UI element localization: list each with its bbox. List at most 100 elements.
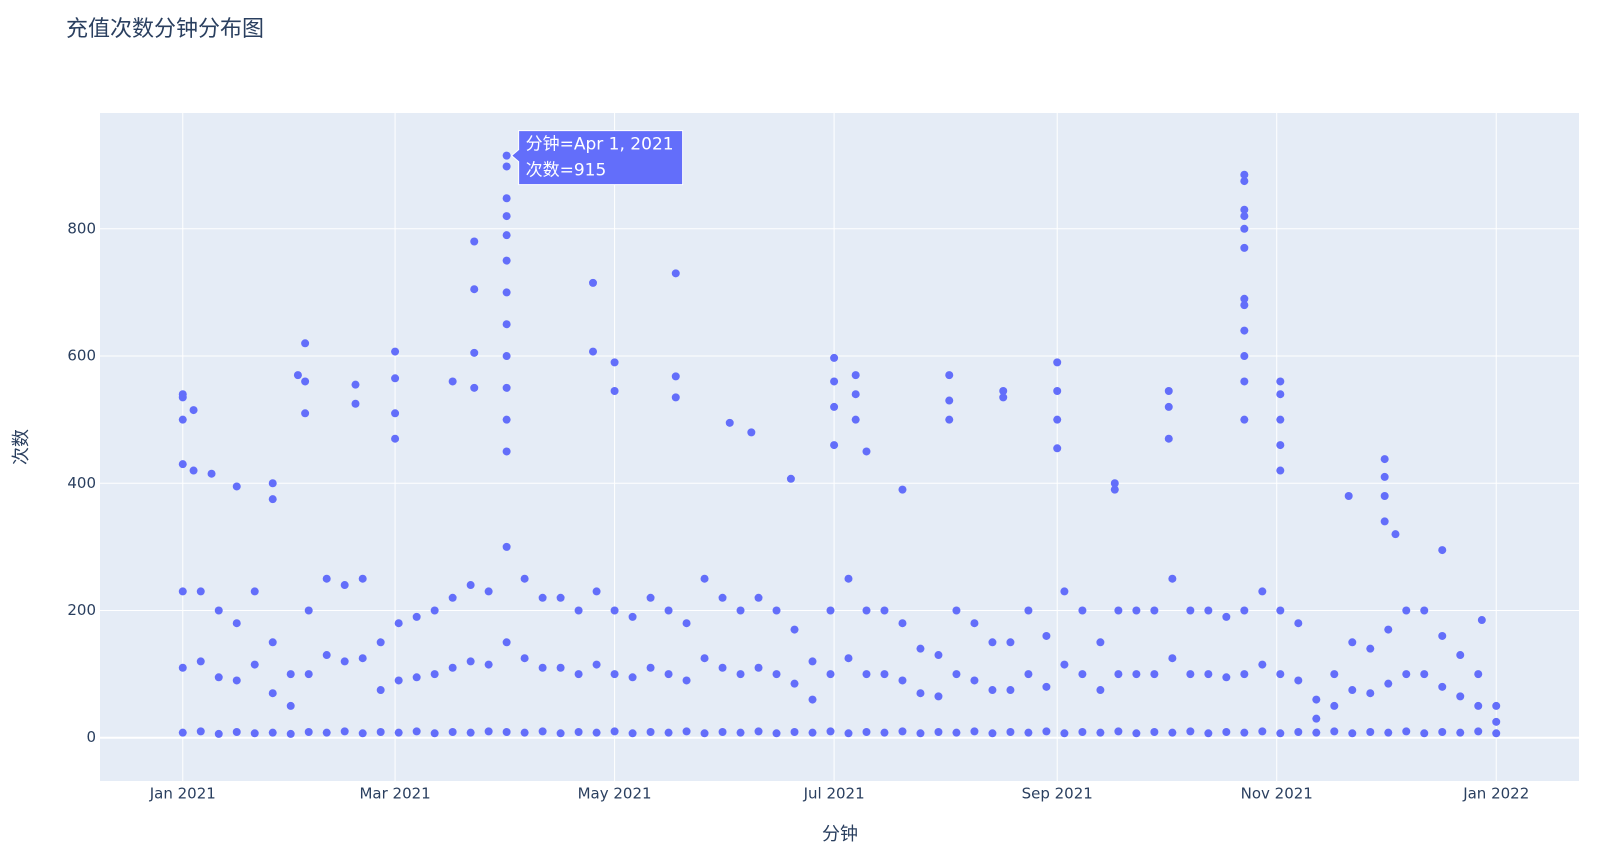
- y-tick-label: 200: [67, 601, 96, 619]
- data-point: [1006, 728, 1015, 737]
- data-point: [376, 686, 385, 695]
- data-point: [772, 606, 781, 615]
- data-point: [1240, 728, 1249, 737]
- x-tick-label: Jul 2021: [803, 785, 865, 803]
- data-point: [1366, 728, 1375, 737]
- data-point: [826, 606, 835, 615]
- data-point: [268, 638, 277, 647]
- data-point: [1078, 606, 1087, 615]
- data-point: [1222, 612, 1231, 621]
- data-point: [671, 393, 680, 402]
- data-point: [772, 670, 781, 679]
- data-point: [916, 729, 925, 738]
- x-tick-label: Jan 2022: [1462, 785, 1529, 803]
- data-point: [844, 574, 853, 583]
- data-point: [394, 619, 403, 628]
- data-point: [502, 151, 511, 160]
- data-point: [1348, 686, 1357, 695]
- data-point: [1258, 727, 1267, 736]
- data-point: [214, 729, 223, 738]
- data-point: [340, 727, 349, 736]
- data-point: [754, 727, 763, 736]
- data-point: [301, 339, 310, 348]
- data-point: [830, 353, 839, 362]
- data-point: [250, 587, 259, 596]
- data-point: [718, 663, 727, 672]
- data-point: [1380, 455, 1389, 464]
- data-point: [1186, 727, 1195, 736]
- data-point: [1168, 654, 1177, 663]
- data-point: [430, 729, 439, 738]
- data-point: [322, 574, 331, 583]
- data-point: [1276, 670, 1285, 679]
- data-point: [1078, 670, 1087, 679]
- data-point: [1474, 670, 1483, 679]
- data-point: [268, 728, 277, 737]
- data-point: [1438, 728, 1447, 737]
- data-point: [502, 728, 511, 737]
- data-point: [1276, 441, 1285, 450]
- data-point: [1438, 682, 1447, 691]
- data-point: [671, 372, 680, 381]
- x-tick-label: Jan 2021: [149, 785, 216, 803]
- data-point: [1186, 606, 1195, 615]
- data-point: [754, 663, 763, 672]
- data-point: [340, 581, 349, 590]
- data-point: [1474, 701, 1483, 710]
- data-point: [610, 727, 619, 736]
- data-point: [952, 670, 961, 679]
- data-point: [999, 393, 1008, 402]
- data-point: [1477, 616, 1486, 625]
- data-point: [466, 581, 475, 590]
- data-point: [1330, 727, 1339, 736]
- data-point: [898, 485, 907, 494]
- data-point: [747, 428, 756, 437]
- data-point: [851, 415, 860, 424]
- data-point: [1276, 606, 1285, 615]
- data-point: [1006, 686, 1015, 695]
- data-point: [178, 393, 187, 402]
- data-point: [556, 593, 565, 602]
- data-point: [1456, 728, 1465, 737]
- data-point: [1240, 243, 1249, 252]
- data-point: [1240, 301, 1249, 310]
- data-point: [1366, 644, 1375, 653]
- data-point: [538, 727, 547, 736]
- data-point: [1114, 670, 1123, 679]
- data-point: [1006, 638, 1015, 647]
- data-point: [1053, 358, 1062, 367]
- data-point: [1132, 670, 1141, 679]
- data-point: [1492, 701, 1501, 710]
- data-point: [1258, 587, 1267, 596]
- data-point: [358, 574, 367, 583]
- data-point: [1492, 717, 1501, 726]
- data-point: [1474, 727, 1483, 736]
- data-point: [851, 390, 860, 399]
- data-point: [268, 495, 277, 504]
- data-point: [952, 606, 961, 615]
- data-point: [574, 606, 583, 615]
- data-point: [189, 466, 198, 475]
- data-point: [1402, 670, 1411, 679]
- data-point: [301, 409, 310, 418]
- data-point: [502, 415, 511, 424]
- data-point: [1222, 673, 1231, 682]
- data-point: [826, 670, 835, 679]
- data-point: [293, 371, 302, 380]
- data-point: [589, 347, 597, 356]
- data-point: [880, 606, 889, 615]
- data-point: [646, 593, 655, 602]
- data-point: [232, 728, 241, 737]
- data-point: [1132, 606, 1141, 615]
- data-point: [502, 212, 511, 221]
- data-point: [1240, 224, 1249, 233]
- data-point: [376, 728, 385, 737]
- data-point: [1344, 491, 1353, 500]
- data-point: [286, 729, 295, 738]
- data-point: [952, 728, 961, 737]
- data-point: [664, 670, 673, 679]
- data-point: [304, 728, 313, 737]
- data-point: [1380, 472, 1389, 481]
- data-point: [1053, 444, 1062, 453]
- data-point: [1168, 728, 1177, 737]
